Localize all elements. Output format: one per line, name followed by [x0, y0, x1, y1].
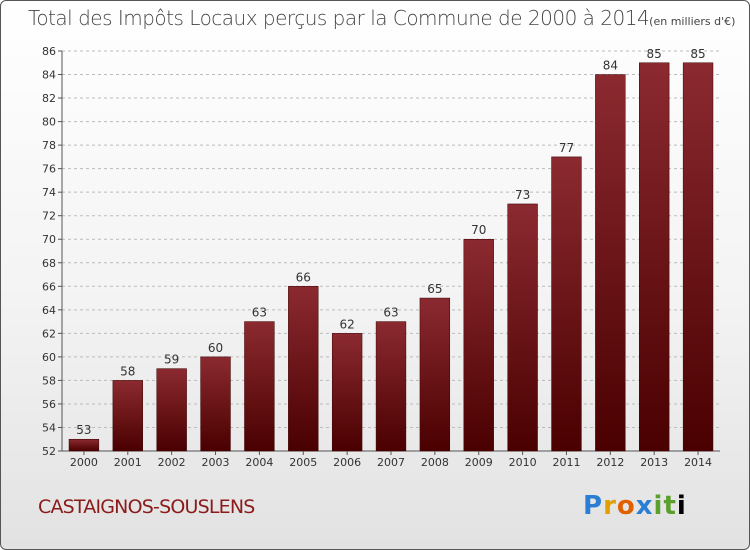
y-tick-label: 82: [42, 92, 56, 105]
y-tick-label: 74: [42, 186, 56, 199]
x-tick-label: 2003: [202, 456, 230, 469]
data-label: 85: [647, 47, 662, 61]
bar: [507, 203, 538, 452]
x-tick-label: 2004: [245, 456, 273, 469]
y-tick-label: 76: [42, 163, 56, 176]
x-tick-label: 2002: [158, 456, 186, 469]
bar: [551, 156, 582, 452]
x-tick-label: 2012: [596, 456, 624, 469]
y-tick-label: 84: [42, 69, 56, 82]
bar: [200, 356, 231, 452]
x-tick-label: 2007: [377, 456, 405, 469]
data-label: 63: [383, 306, 398, 320]
bar: [331, 333, 363, 452]
x-tick-label: 2014: [684, 456, 712, 469]
bar: [288, 286, 319, 452]
bar: [156, 368, 187, 452]
bar: [375, 321, 407, 452]
y-tick-label: 54: [42, 421, 56, 434]
bar: [639, 62, 670, 452]
y-tick-label: 68: [42, 257, 56, 270]
data-label: 63: [252, 306, 267, 320]
x-tick-label: 2008: [421, 456, 449, 469]
bar: [244, 321, 275, 452]
bar: [68, 438, 100, 452]
commune-name: CASTAIGNOS-SOUSLENS: [38, 496, 255, 518]
data-label: 60: [208, 341, 223, 355]
x-tick-label: 2001: [114, 456, 142, 469]
y-tick-label: 66: [42, 280, 56, 293]
x-tick-label: 2013: [640, 456, 668, 469]
chart-title: Total des Impôts Locaux perçus par la Co…: [28, 6, 735, 30]
data-label: 59: [164, 353, 179, 367]
x-tick-label: 2000: [70, 456, 98, 469]
bar: [682, 62, 714, 452]
data-label: 66: [296, 270, 311, 284]
y-tick-label: 52: [42, 445, 56, 458]
data-label: 62: [339, 317, 354, 331]
y-tick-label: 78: [42, 139, 56, 152]
data-label: 58: [120, 364, 135, 378]
y-tick-label: 64: [42, 304, 56, 317]
bar: [112, 380, 143, 452]
logo-letter: o: [616, 491, 636, 521]
logo-letter: t: [663, 491, 677, 521]
chart-title-text: Total des Impôts Locaux perçus par la Co…: [28, 6, 650, 30]
x-tick-label: 2006: [333, 456, 361, 469]
data-label: 73: [515, 188, 530, 202]
y-tick-label: 86: [42, 45, 56, 58]
data-label: 85: [690, 47, 705, 61]
bar: [419, 297, 451, 452]
logo-letter: i: [676, 491, 687, 521]
data-label: 65: [427, 282, 442, 296]
y-tick-label: 60: [42, 351, 56, 364]
chart-unit: (en milliers d'€): [649, 15, 736, 28]
y-tick-label: 70: [42, 233, 56, 246]
y-tick-label: 80: [42, 116, 56, 129]
proxiti-logo: Proxiti: [583, 491, 687, 521]
x-tick-label: 2010: [509, 456, 537, 469]
data-label: 84: [603, 59, 618, 73]
x-tick-label: 2011: [552, 456, 580, 469]
logo-letter: x: [635, 491, 654, 521]
y-tick-label: 58: [42, 374, 56, 387]
logo-letter: P: [583, 491, 604, 521]
data-label: 70: [471, 223, 486, 237]
bar: [595, 74, 626, 452]
y-tick-label: 56: [42, 398, 56, 411]
x-tick-label: 2005: [289, 456, 317, 469]
logo-letter: i: [653, 491, 664, 521]
data-label: 53: [76, 423, 91, 437]
y-tick-label: 72: [42, 210, 56, 223]
y-tick-label: 62: [42, 327, 56, 340]
logo-letter: r: [603, 491, 617, 521]
bar: [463, 238, 494, 452]
data-label: 77: [559, 141, 574, 155]
x-tick-label: 2009: [465, 456, 493, 469]
